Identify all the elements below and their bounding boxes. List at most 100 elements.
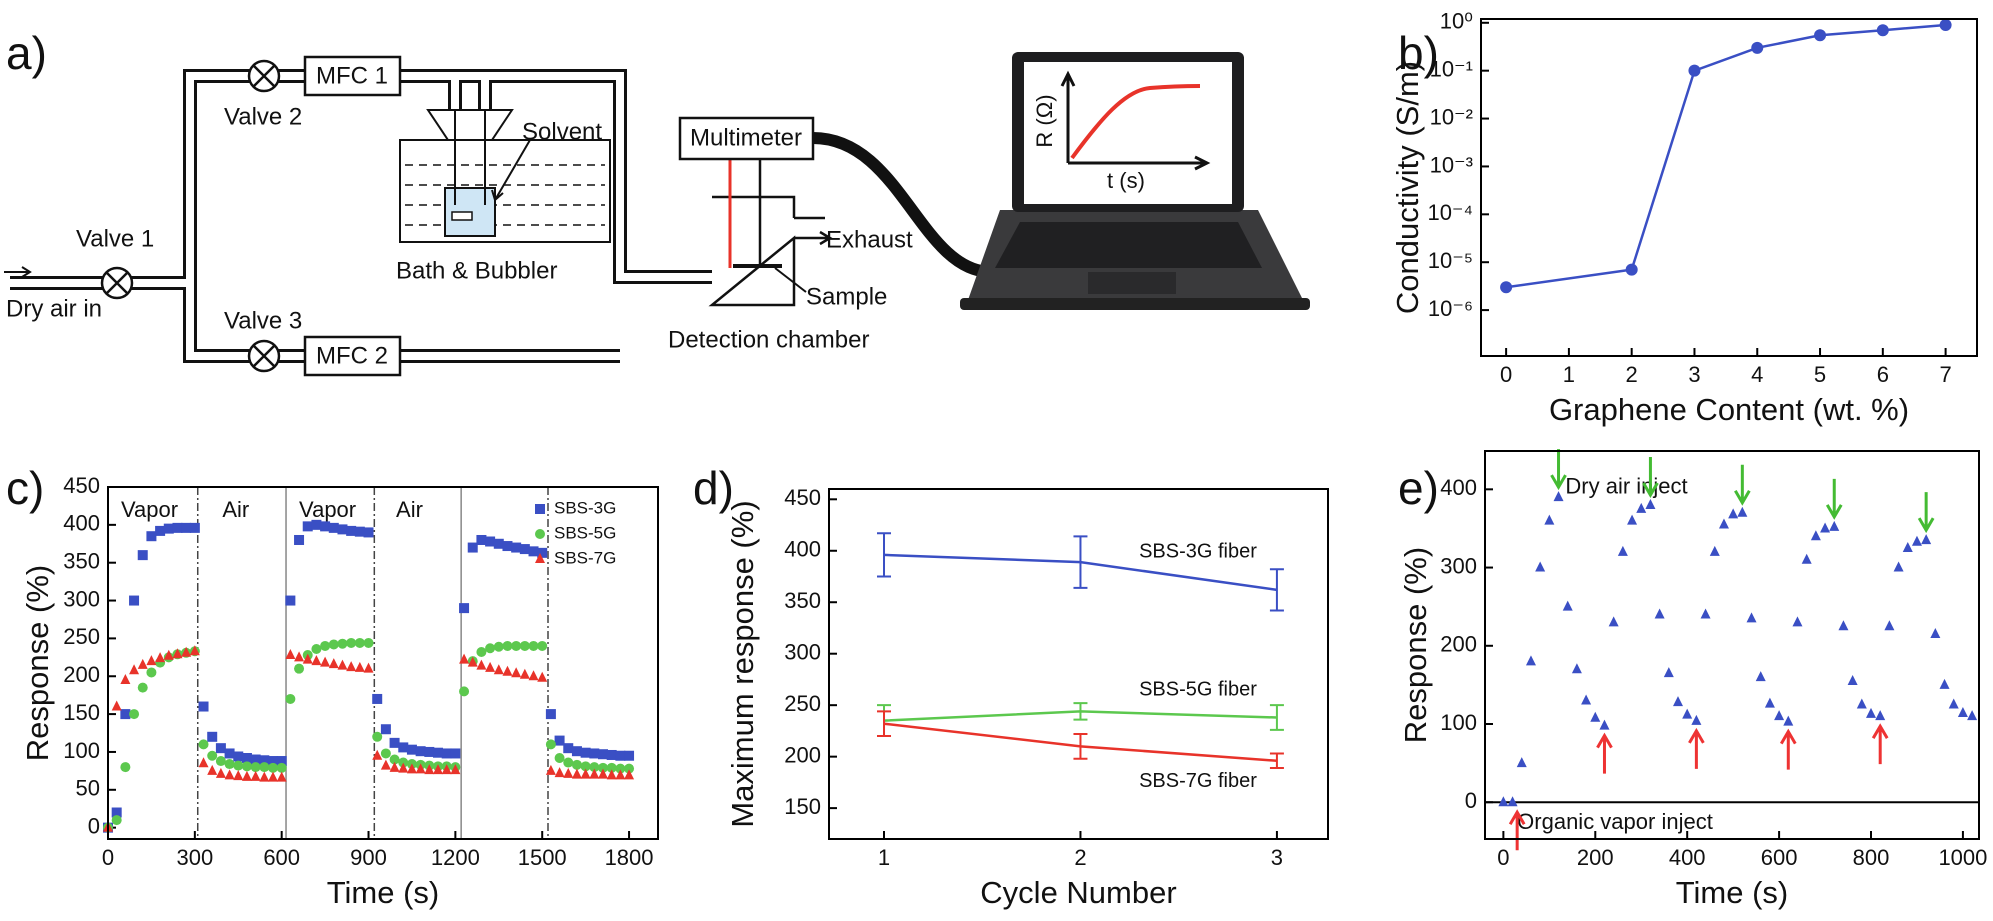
data-point (1673, 696, 1684, 707)
y-tick-label: 50 (76, 776, 100, 801)
data-point (1921, 534, 1932, 545)
data-point (294, 663, 305, 674)
data-point (172, 522, 183, 533)
data-point (215, 767, 226, 778)
data-point (337, 638, 348, 649)
data-point (129, 709, 140, 720)
y-axis-label: Response (%) (1398, 547, 1433, 743)
data-point (537, 671, 548, 682)
data-point (1682, 708, 1693, 719)
data-point (459, 603, 470, 614)
error-bar (1073, 733, 1088, 760)
data-point (198, 757, 209, 768)
error-bar (1269, 568, 1284, 612)
data-point (1590, 711, 1601, 722)
y-tick-label: 10⁻³ (1430, 152, 1473, 177)
x-axis-label: Time (s) (1676, 875, 1789, 910)
chamber (708, 195, 796, 307)
data-point (1599, 719, 1610, 730)
data-point (398, 757, 409, 768)
data-point (311, 655, 322, 666)
data-point (215, 743, 226, 754)
x-tick-label: 1 (1563, 362, 1575, 387)
data-point (624, 769, 635, 780)
x-tick-label: 2 (1626, 362, 1638, 387)
data-point (450, 764, 461, 775)
x-tick-label: 1 (878, 845, 890, 870)
data-point (1737, 506, 1748, 517)
x-tick-label: 800 (1853, 845, 1890, 870)
data-point (181, 646, 192, 657)
data-point (519, 668, 530, 679)
data-point (1911, 535, 1922, 546)
data-point (1948, 698, 1959, 709)
annotation: Air (396, 497, 423, 522)
x-tick-label: 5 (1814, 362, 1826, 387)
data-point (1571, 663, 1582, 674)
y-tick-label: 250 (784, 691, 821, 716)
data-point (537, 547, 548, 558)
event-arrow (1550, 449, 1567, 491)
data-point (1967, 710, 1978, 721)
data-point (224, 748, 235, 759)
data-point (415, 763, 426, 774)
mfc-box (303, 55, 402, 97)
data-point (528, 670, 539, 681)
data-point (189, 522, 200, 533)
data-point (615, 769, 626, 780)
data-point (241, 770, 252, 781)
legend-label: SBS-5G (554, 523, 616, 542)
data-point (1581, 694, 1592, 705)
data-point (406, 763, 417, 774)
data-point (380, 724, 391, 735)
data-point (207, 750, 218, 761)
valves (100, 59, 281, 373)
data-point (1553, 491, 1564, 502)
y-tick-label: 100 (63, 738, 100, 763)
data-point (1700, 608, 1711, 619)
x-tick-label: 600 (1761, 845, 1798, 870)
data-point (415, 746, 426, 757)
x-tick-label: 1000 (1938, 845, 1987, 870)
data-point (233, 760, 244, 771)
y-tick-label: 150 (63, 700, 100, 725)
data-point (250, 754, 261, 765)
data-point (398, 742, 409, 753)
data-point (606, 769, 617, 780)
data-point (129, 595, 140, 606)
data-point (346, 525, 357, 536)
legend-marker (535, 504, 545, 514)
data-point (571, 768, 582, 779)
water (405, 164, 605, 226)
data-point (1507, 796, 1518, 807)
bath (399, 139, 611, 243)
data-point (598, 768, 608, 779)
x-tick-label: 3 (1688, 362, 1700, 387)
data-point (1847, 674, 1858, 685)
valve-label: Valve 3 (224, 307, 302, 334)
data-point (1663, 667, 1674, 678)
data-point (563, 757, 574, 768)
series-label: SBS-5G fiber (1139, 679, 1257, 701)
x-axis-label: Cycle Number (980, 875, 1176, 910)
annotation: Vapor (121, 497, 178, 522)
bath-label: Bath & Bubbler (396, 257, 557, 284)
data-point (459, 653, 470, 664)
data-point (380, 748, 391, 759)
data-point (580, 747, 591, 758)
data-point (268, 771, 278, 782)
data-point (302, 653, 313, 664)
data-point (1783, 715, 1794, 726)
data-point (1516, 757, 1527, 768)
data-point (589, 768, 600, 779)
data-point (146, 531, 157, 542)
series-label: SBS-7G fiber (1139, 770, 1257, 792)
data-point (389, 761, 400, 772)
multimeter-box (678, 116, 815, 161)
data-point (198, 739, 209, 750)
data-point (111, 815, 122, 826)
data-point (189, 645, 200, 656)
x-tick-label: 900 (350, 845, 387, 870)
data-point (337, 659, 348, 670)
data-point (1544, 514, 1555, 525)
